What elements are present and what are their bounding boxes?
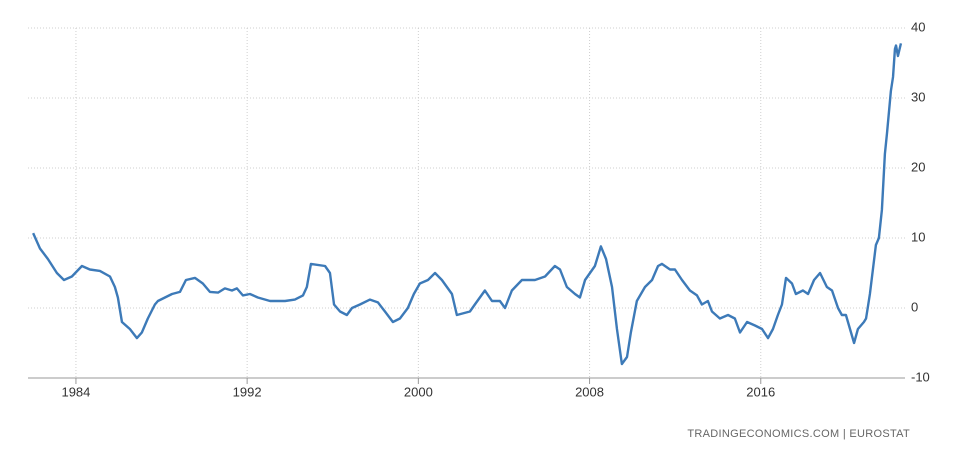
y-tick-label: 10 [911, 229, 925, 244]
y-tick-label: -10 [911, 369, 930, 384]
line [32, 43, 903, 366]
x-tick-label: 1984 [61, 384, 90, 399]
x-tick-label: 2000 [404, 384, 433, 399]
y-tick-label: 20 [911, 159, 925, 174]
y-tick-label: 0 [911, 299, 918, 314]
source: TRADINGECONOMICS.COM | EUROSTAT [687, 428, 910, 440]
x-tick-label: 2016 [746, 384, 775, 399]
y-tick-label: 40 [911, 19, 925, 34]
x-tick-label: 1992 [233, 384, 262, 399]
x-tick-label: 2008 [575, 384, 604, 399]
y-tick-label: 30 [911, 89, 925, 104]
